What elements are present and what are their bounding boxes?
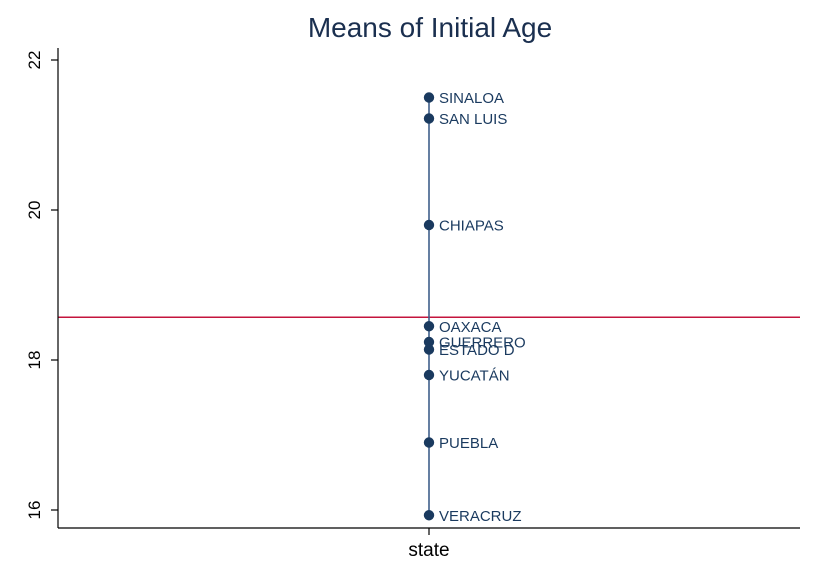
y-tick-label: 16: [25, 501, 44, 520]
chart-title: Means of Initial Age: [308, 12, 552, 43]
point-label: OAXACA: [439, 319, 502, 336]
point-labels-group: SINALOA SAN LUIS CHIAPAS OAXACAGUERREROESTA…: [439, 90, 526, 525]
point-label: GUERRERO: [439, 335, 526, 352]
y-tick-label: 20: [25, 201, 44, 220]
x-axis-label: state: [408, 540, 449, 561]
point-label: YUCATÁN: [439, 368, 510, 385]
y-axis-ticks: 16 18 20 22: [25, 51, 58, 520]
point-label: SAN LUIS: [439, 111, 507, 128]
point-label: VERACRUZ: [439, 508, 522, 525]
point-label: SINALOA: [439, 90, 504, 107]
data-point: [423, 219, 435, 231]
point-label: CHIAPAS: [439, 218, 504, 235]
data-point: [423, 510, 435, 521]
data-point: [423, 369, 435, 381]
data-point: [423, 113, 435, 124]
point-label: PUEBLA: [439, 435, 498, 452]
data-point: [423, 344, 435, 355]
points-group: [423, 92, 435, 521]
data-point: [423, 336, 435, 348]
point-label: ESTADO D: [439, 342, 515, 359]
data-point: [423, 321, 435, 332]
data-point: [423, 92, 435, 103]
y-tick-label: 18: [25, 351, 44, 370]
y-tick-label: 22: [25, 51, 44, 70]
data-point: [423, 437, 435, 448]
